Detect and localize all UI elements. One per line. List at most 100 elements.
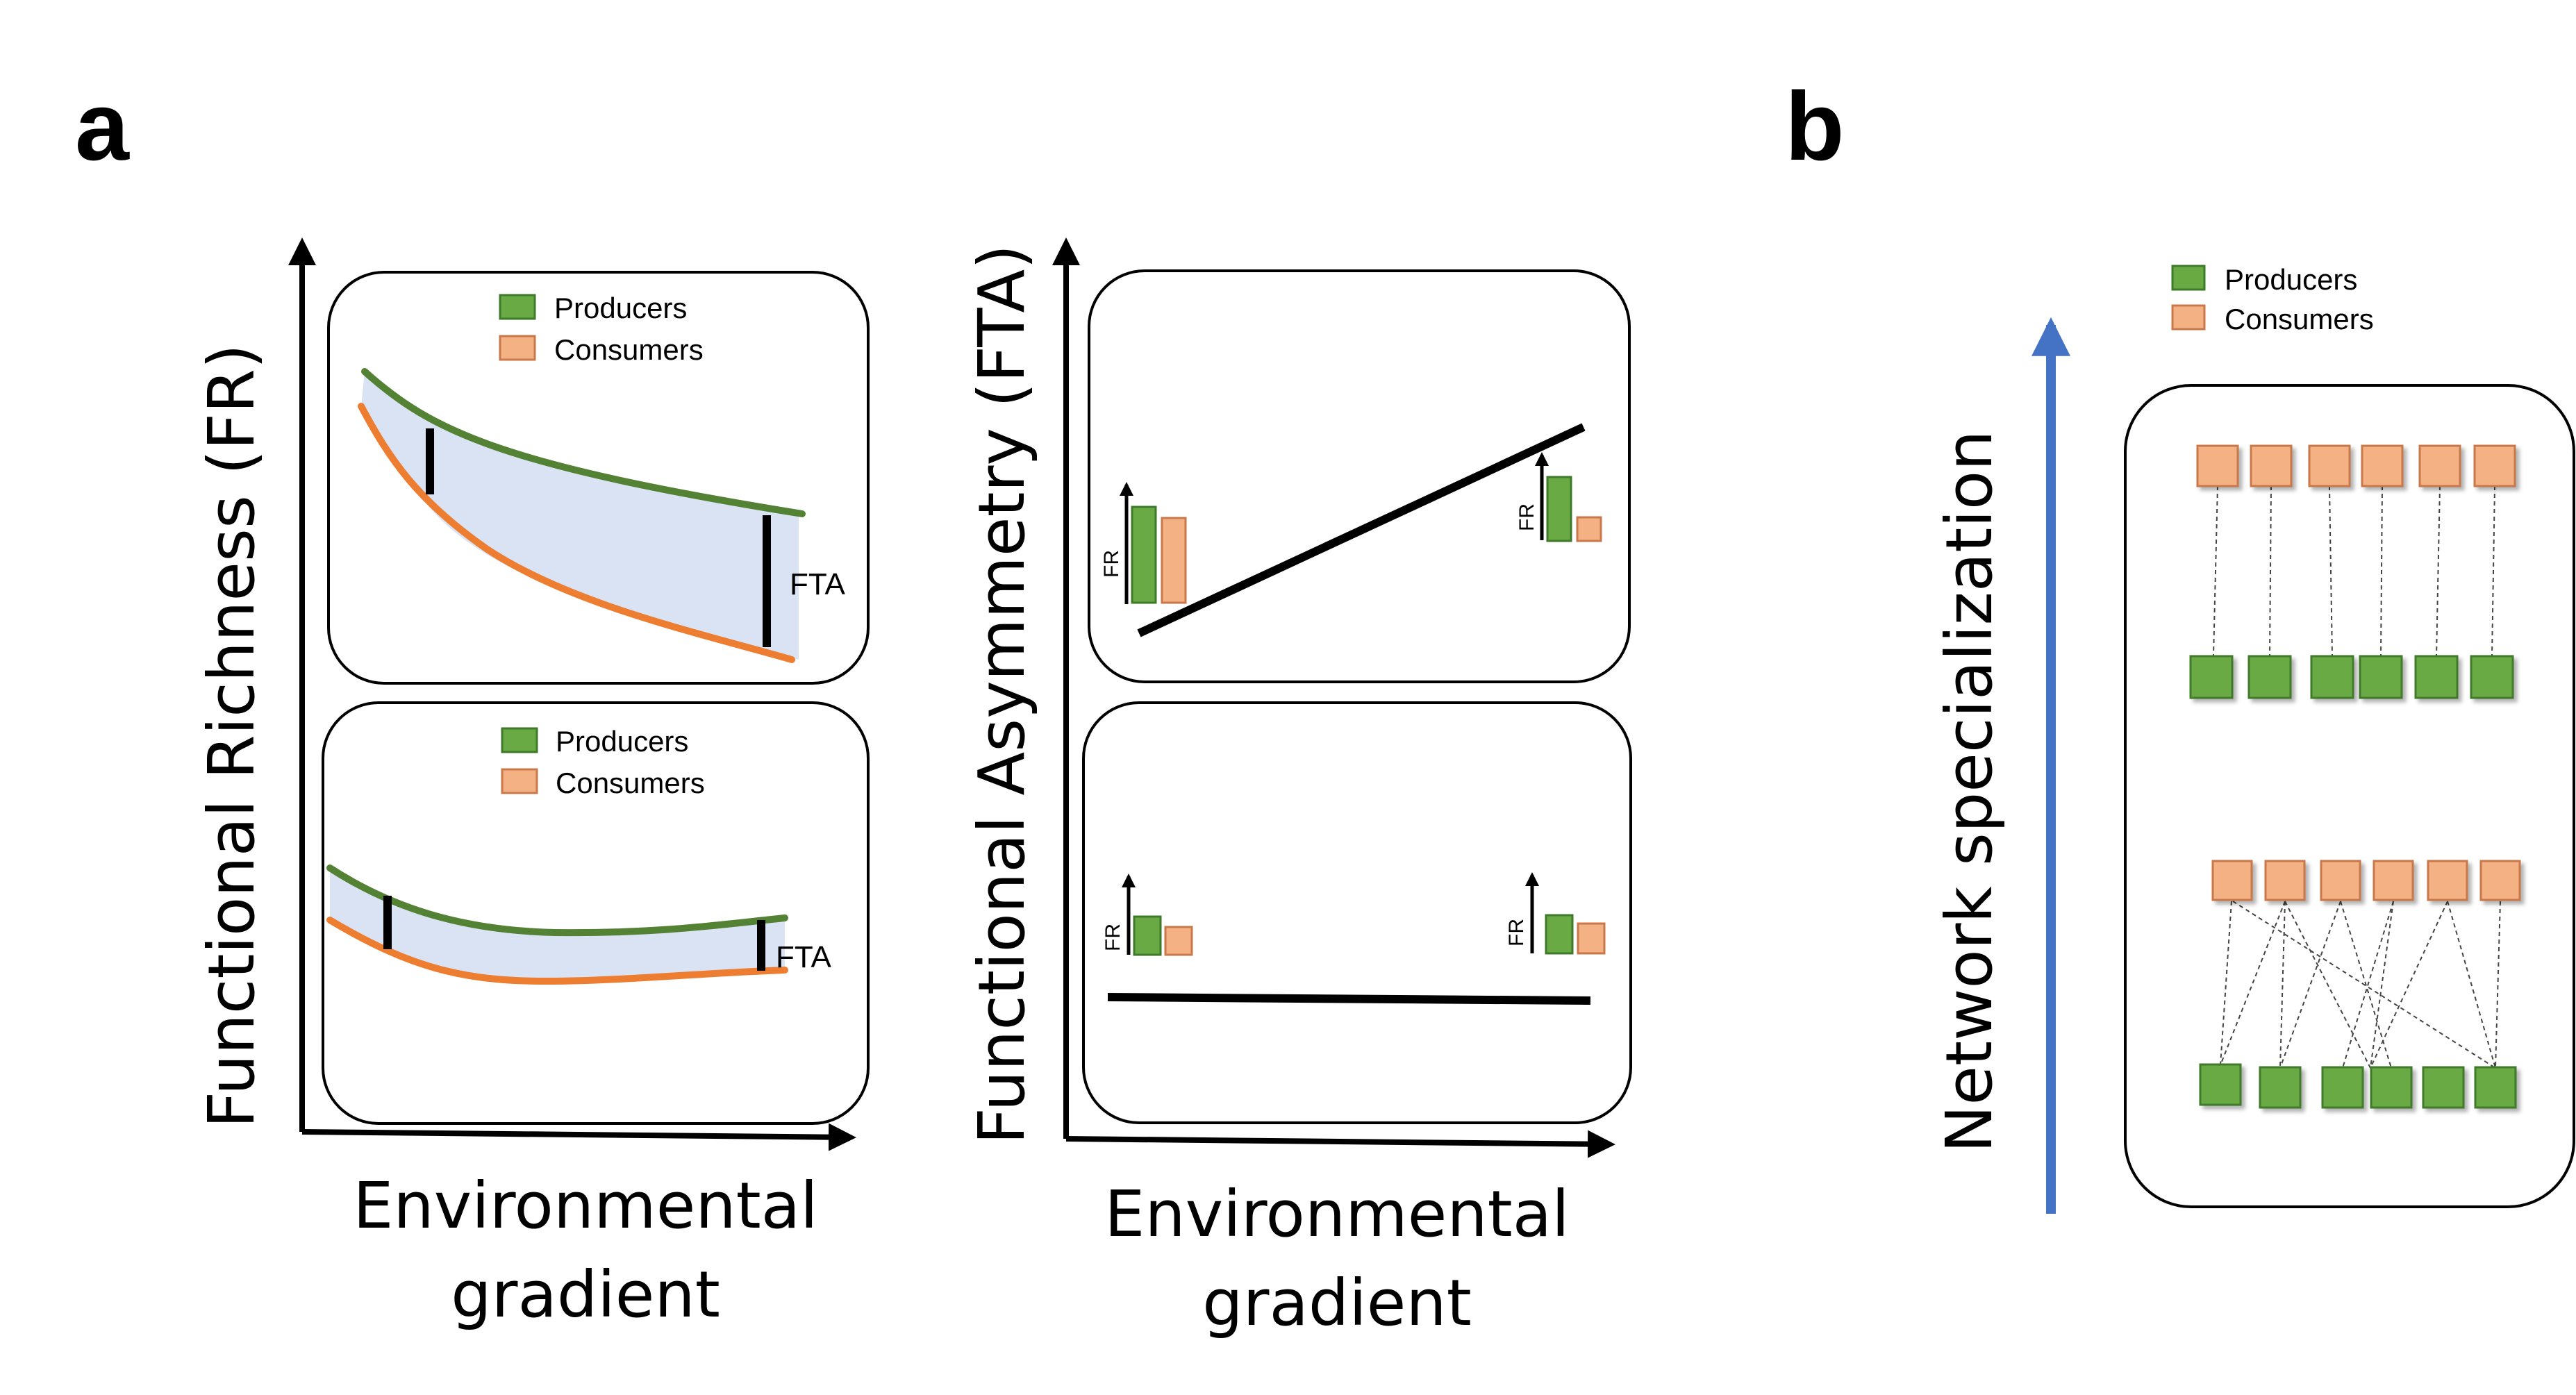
fta-x-axis-label-line1: Environmental: [1104, 1177, 1569, 1251]
consumer-node: [2479, 860, 2521, 901]
fta-label: FTA: [776, 940, 831, 974]
producer-node: [2247, 655, 2292, 699]
legend-consumers-swatch: [501, 768, 538, 794]
legend-consumers-label: Consumers: [554, 333, 704, 366]
fta-flat-line: [1107, 993, 1591, 1005]
fta-top-box: FR FR: [1088, 269, 1631, 683]
fr-mini-axis-label: FR: [1515, 503, 1538, 531]
network-link: [2213, 485, 2218, 657]
producer-node: [2414, 655, 2459, 699]
consumer-node: [2418, 444, 2461, 487]
fr-mini-axis-label: FR: [1505, 919, 1528, 946]
consumer-node: [2250, 444, 2293, 487]
network-link: [2232, 901, 2496, 1069]
producer-node: [2370, 1066, 2413, 1109]
producer-node: [2359, 655, 2403, 699]
fta-gap-area: [330, 868, 785, 982]
network-specialization-label: Network specialization: [1932, 431, 2006, 1153]
consumers-bar: [1577, 922, 1606, 955]
producer-node: [2474, 1066, 2517, 1109]
fr-x-axis-label-line2: gradient: [451, 1258, 720, 1332]
fta-bottom-box: FR FR: [1082, 701, 1632, 1124]
legend-producers-swatch: [2171, 265, 2206, 291]
network-link: [2491, 485, 2495, 657]
legend-producers-swatch: [501, 727, 538, 753]
producers-bar: [1133, 915, 1162, 956]
fr-x-axis: [301, 1123, 856, 1151]
network-link: [2220, 901, 2286, 1066]
legend-consumers-label: Consumers: [2225, 303, 2374, 335]
consumer-node: [2196, 444, 2239, 487]
producer-node: [2189, 655, 2234, 699]
fr-chart: Functional Richness (FR) Environmental g…: [194, 237, 870, 1332]
consumers-curve: [326, 917, 788, 985]
fr-mini-chart-right: FR: [1505, 872, 1606, 955]
producer-node: [2321, 1066, 2364, 1109]
producer-node: [2422, 1066, 2465, 1109]
legend-producers-label: Producers: [556, 725, 688, 758]
network-link: [2370, 901, 2448, 1069]
network-link: [2329, 485, 2333, 657]
fr-mini-axis-label: FR: [1102, 924, 1124, 951]
producer-node: [2199, 1063, 2242, 1106]
legend-consumers-swatch: [499, 335, 536, 361]
fta-x-axis: [1065, 1130, 1615, 1158]
consumer-nodes: [2211, 860, 2521, 901]
fta-bottom-box-frame: [1082, 701, 1632, 1124]
fr-mini-chart-left: FR: [1102, 874, 1193, 956]
legend-consumers-label: Consumers: [556, 767, 705, 799]
consumers-bar: [1164, 926, 1193, 956]
producer-node: [2310, 655, 2354, 699]
consumer-node: [2427, 860, 2468, 901]
consumers-curve: [358, 403, 795, 663]
producer-node: [2259, 1066, 2302, 1109]
consumer-node: [2361, 444, 2404, 487]
producer-node: [2470, 655, 2514, 699]
producer-nodes: [2189, 655, 2514, 699]
network-link: [2284, 901, 2371, 1069]
consumers-bar: [1576, 516, 1602, 542]
fta-label: FTA: [790, 567, 845, 601]
consumer-node: [2320, 860, 2361, 901]
fr-y-axis-label: Functional Richness (FR): [194, 344, 269, 1128]
fr-mini-axis-label: FR: [1100, 550, 1123, 578]
panel-b-letter: b: [1785, 72, 1845, 181]
consumers-bar: [1161, 517, 1187, 604]
network-box-frame: [2124, 384, 2575, 1208]
fr-mini-chart-right: FR: [1515, 452, 1602, 542]
network-link: [2269, 485, 2272, 657]
fr-top-box: Producers Consumers FTA: [327, 271, 870, 685]
network-link: [2447, 901, 2496, 1069]
fta-top-box-frame: [1088, 269, 1631, 683]
fta-x-axis-label-line2: gradient: [1202, 1266, 1472, 1340]
fr-mini-chart-left: FR: [1100, 482, 1187, 604]
legend-producers-label: Producers: [2225, 263, 2357, 296]
consumer-node: [2373, 860, 2414, 901]
network-link: [2279, 901, 2341, 1069]
producers-bar: [1131, 506, 1157, 604]
consumer-node: [2473, 444, 2516, 487]
fr-bottom-box-frame: [322, 701, 870, 1125]
network-links: [2220, 901, 2501, 1069]
fta-chart: Functional Asymmetry (FTA) Environmental…: [965, 237, 1632, 1340]
consumer-node: [2308, 444, 2351, 487]
fr-bottom-box: Producers Consumers FTA: [322, 701, 870, 1125]
network-link: [2342, 901, 2394, 1069]
specialized-network: [2189, 444, 2516, 699]
consumer-node: [2211, 860, 2253, 901]
consumer-node: [2264, 860, 2306, 901]
fr-x-axis-label-line1: Environmental: [353, 1169, 817, 1243]
fta-gap-area: [361, 371, 799, 660]
producers-curve: [361, 368, 806, 517]
fta-increasing-line: [1137, 423, 1586, 637]
network-link: [2370, 901, 2394, 1069]
network-links: [2213, 485, 2495, 657]
network-link: [2380, 485, 2383, 657]
legend-producers-label: Producers: [554, 292, 687, 324]
legend-producers-swatch: [499, 294, 536, 320]
generalized-network: [2199, 860, 2521, 1109]
legend-consumers-swatch: [2171, 304, 2206, 331]
network-link: [2279, 901, 2286, 1069]
panel-a-letter: a: [75, 72, 130, 181]
